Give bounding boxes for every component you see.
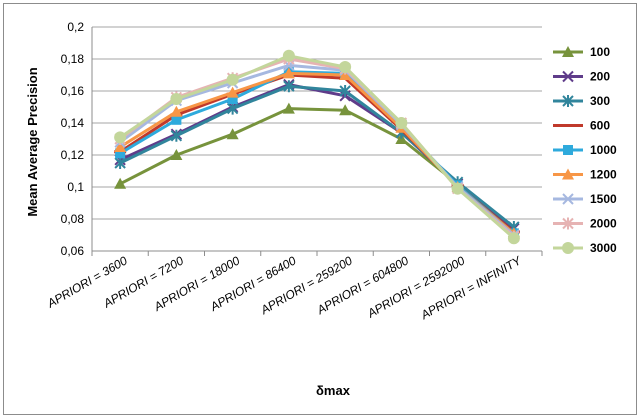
y-tick-label: 0,12 [61,148,85,162]
data-point [339,85,351,97]
legend-label: 1500 [590,192,617,206]
legend-marker [562,242,574,254]
legend-item-300: 300 [553,94,610,108]
legend-item-600: 600 [553,119,610,133]
legend-label: 300 [590,94,610,108]
y-tick-label: 0,16 [61,84,85,98]
legend-label: 3000 [590,241,617,255]
series-line [119,54,515,240]
data-point [227,94,238,104]
x-tick-label: APRIORI = 604800 [314,253,411,317]
data-point [170,93,183,105]
x-axis-title: δmax [316,383,351,398]
data-point [283,80,295,93]
series-group [114,49,520,245]
y-tick-label: 0,08 [61,212,85,226]
data-point [114,141,127,152]
data-point [507,232,520,245]
y-tick-label: 0,2 [67,20,84,34]
legend-item-1200: 1200 [553,168,617,182]
data-point [114,157,126,169]
data-point [226,86,239,98]
data-point [339,61,352,73]
legend-marker [562,168,574,180]
legend-marker [562,193,574,205]
data-point [171,114,182,125]
legend-label: 2000 [590,217,617,231]
data-point [395,117,408,129]
data-point [226,102,239,115]
legend-marker [563,145,573,155]
legend-label: 600 [590,119,610,133]
legend-item-200: 200 [553,70,610,84]
legend-item-1500: 1500 [553,192,617,206]
legend-label: 200 [590,70,610,84]
legend-marker [562,95,574,107]
y-tick-label: 0,1 [67,180,84,194]
data-point [282,102,295,114]
data-point [114,131,127,144]
legend-label: 1000 [590,143,617,157]
series-line [119,107,515,233]
legend-item-3000: 3000 [553,241,617,255]
legend-marker [562,217,574,230]
x-tick-label: APRIORI = 2592000 [364,253,467,321]
gridlines [91,26,543,256]
y-tick-label: 0,06 [61,244,85,258]
series-line [119,57,515,238]
legend-label: 1200 [590,168,617,182]
y-axis-title: Mean Average Precision [25,67,40,216]
data-point [339,104,352,116]
y-tick-label: 0,14 [61,116,85,130]
data-point [114,177,127,189]
series-2000 [114,53,520,243]
legend-label: 100 [590,45,610,59]
data-point [226,128,239,140]
data-point [170,149,183,160]
legend-item-100: 100 [553,45,610,59]
data-point [170,129,183,142]
legend-item-1000: 1000 [553,143,617,157]
y-tick-label: 0,18 [61,52,85,66]
data-point [282,67,295,79]
series-3000 [114,49,520,245]
x-tick-label: APRIORI = 259200 [258,253,355,317]
data-point [282,49,295,62]
legend-item-2000: 2000 [553,217,617,231]
data-point [451,182,464,195]
data-point [115,148,126,159]
legend-marker [562,70,574,83]
legend-marker [562,46,574,57]
data-point [226,73,239,86]
x-tick-label: APRIORI = INFINITY [418,253,525,323]
legend: 100 200 300 600 1000 1200 1500 2000 3000 [553,45,617,255]
y-tick-labels: 0,06 0,08 0,1 0,12 0,14 0,16 0,18 0,2 [61,20,85,258]
data-point [170,105,183,117]
